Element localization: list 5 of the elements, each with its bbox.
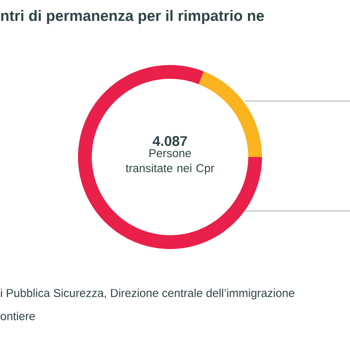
chart-title: ntri di permanenza per il rimpatrio ne: [1, 10, 264, 24]
text: ontiere: [0, 312, 35, 320]
text: 4.087: [152, 136, 187, 146]
text: i Pubblica Sicurezza, Direzione centrale dell’immigrazione: [0, 288, 294, 300]
text: Persone transitate nei Cpr: [126, 149, 214, 174]
